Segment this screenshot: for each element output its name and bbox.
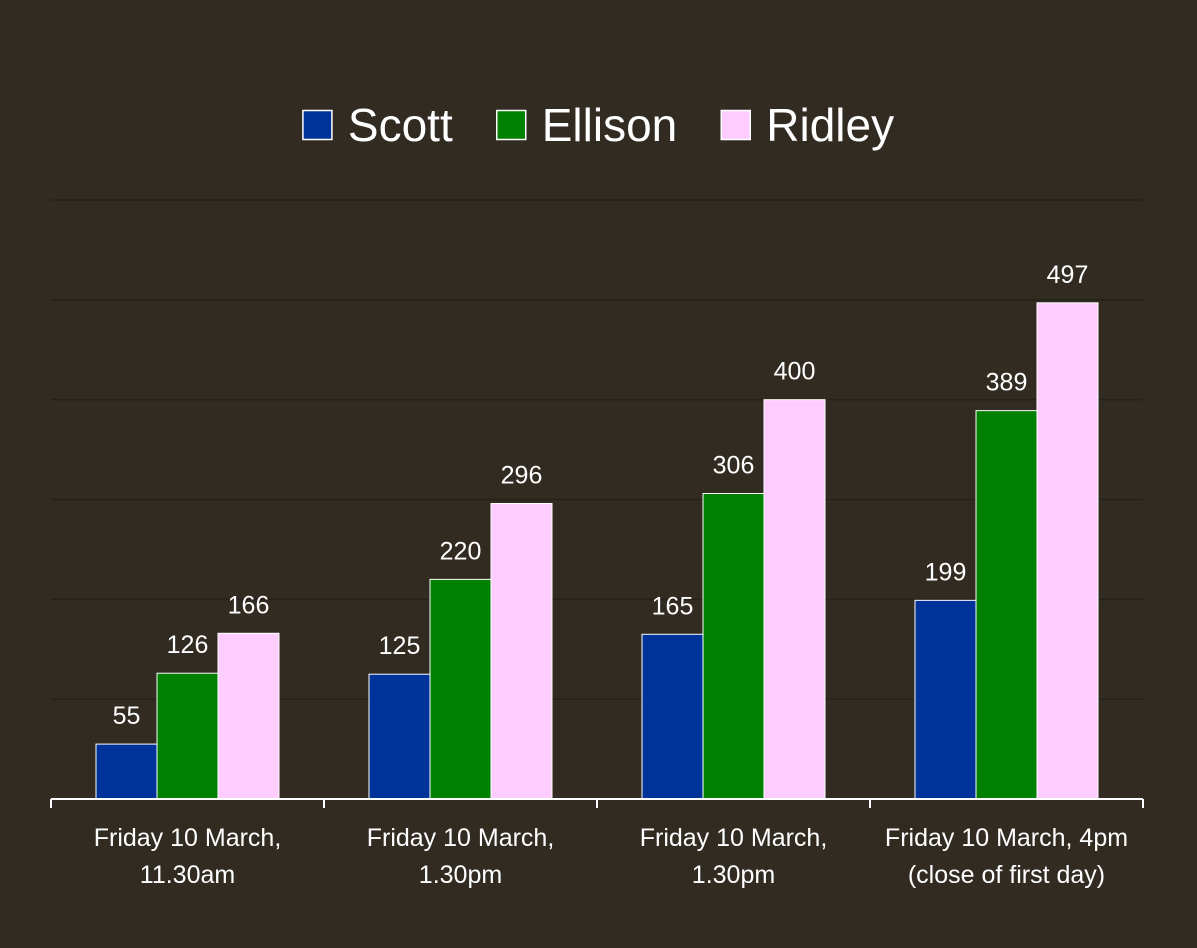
x-tick-label: 11.30am: [140, 861, 235, 889]
bar-ellison: [429, 578, 492, 800]
data-label-ellison: 306: [713, 452, 755, 480]
x-tick-label: 1.30pm: [419, 861, 502, 889]
data-label-ellison: 220: [440, 537, 482, 565]
data-label-scott: 165: [652, 592, 694, 620]
bar-scott: [368, 673, 431, 800]
legend-label-ellison: Ellison: [542, 99, 678, 151]
bar-ridley: [763, 399, 826, 800]
bar-ellison: [156, 672, 219, 800]
data-label-ridley: 497: [1047, 261, 1089, 289]
bar-ridley: [1036, 302, 1099, 800]
bar-ellison: [702, 493, 765, 800]
bar-ridley: [217, 632, 280, 800]
bar-ridley: [490, 502, 553, 800]
data-label-ellison: 389: [986, 369, 1028, 397]
legend-swatch-ellison: [495, 109, 527, 141]
legend-swatch-ridley: [720, 109, 752, 141]
legend: Scott Ellison Ridley: [302, 99, 894, 151]
data-label-ridley: 296: [501, 461, 543, 489]
legend-label-ridley: Ridley: [766, 99, 894, 151]
legend-swatch-scott: [302, 109, 333, 141]
bar-scott: [914, 599, 977, 800]
legend-label-scott: Scott: [348, 99, 453, 151]
data-label-ellison: 126: [167, 631, 209, 659]
x-tick-label: (close of first day): [908, 861, 1105, 889]
x-axis: Friday 10 March, 11.30am Friday 10 March, 1…: [50, 798, 1144, 889]
bars: [95, 302, 1099, 800]
x-tick-label: Friday 10 March,: [367, 824, 555, 852]
bar-scott: [95, 743, 158, 800]
x-tick-label: Friday 10 March,: [640, 824, 828, 852]
data-label-scott: 55: [113, 702, 141, 730]
x-tick-label: Friday 10 March,: [94, 824, 282, 852]
data-label-scott: 199: [925, 558, 967, 586]
data-label-ridley: 400: [774, 358, 816, 386]
x-tick-label: Friday 10 March, 4pm: [885, 824, 1128, 852]
bar-scott: [641, 633, 704, 800]
bar-ellison: [975, 410, 1038, 800]
data-labels: 55 125 165 199 126 220 306 389 166 296 400 497: [113, 261, 1089, 730]
data-label-ridley: 166: [228, 591, 270, 619]
x-tick-label: 1.30pm: [692, 861, 775, 889]
data-label-scott: 125: [379, 632, 421, 660]
